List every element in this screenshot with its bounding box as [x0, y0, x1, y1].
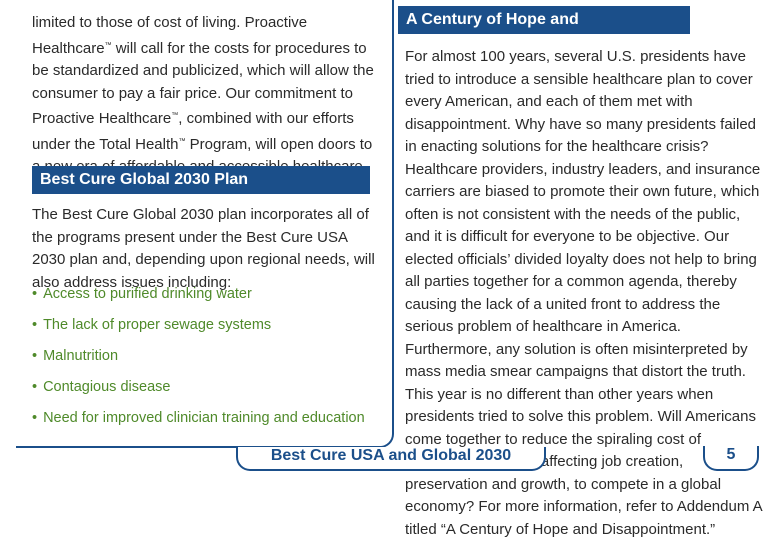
list-item-text: Contagious disease	[43, 379, 171, 395]
list-item-text: Need for improved clinician training and…	[43, 410, 365, 426]
trademark-mark: ™	[171, 112, 179, 119]
bullet-icon: •	[32, 379, 38, 395]
list-item: • Need for improved clinician training an…	[32, 407, 382, 438]
trademark-mark: ™	[104, 41, 112, 49]
list-item-text: The lack of proper sewage systems	[43, 317, 272, 333]
trademark-mark: ™	[178, 137, 186, 145]
list-item: • Contagious disease	[32, 376, 382, 407]
global-plan-paragraph: The Best Cure Global 2030 plan incorpora…	[32, 206, 375, 291]
list-item-text: Access to purified drinking water	[43, 286, 252, 302]
section-heading-global-plan: Best Cure Global 2030 Plan	[32, 166, 370, 194]
section-heading-century: A Century of Hope and Disappointment	[398, 6, 690, 56]
intro-text-3: , combined with our efforts under the To…	[32, 110, 354, 153]
list-item-text: Malnutrition	[43, 348, 119, 364]
page-number: 5	[703, 446, 759, 471]
footer-title: Best Cure USA and Global 2030	[236, 447, 546, 471]
intro-paragraph: limited to those of cost of living. Proa…	[32, 12, 384, 179]
bullet-icon: •	[32, 286, 38, 302]
bullet-icon: •	[32, 348, 38, 364]
intro-text-1: limited to those of cost of living. Proa…	[32, 14, 308, 57]
bullet-icon: •	[32, 410, 38, 426]
bullet-icon: •	[32, 317, 38, 333]
intro-text-2: will call for the costs for procedures t…	[32, 39, 374, 128]
list-item: • Access to purified drinking water	[32, 283, 382, 314]
list-item: • The lack of proper sewage systems	[32, 314, 382, 345]
issues-list: • Access to purified drinking water • The …	[32, 283, 382, 438]
list-item: • Malnutrition	[32, 345, 382, 376]
left-column: limited to those of cost of living. Proa…	[0, 0, 394, 448]
left-column-border	[16, 0, 394, 448]
